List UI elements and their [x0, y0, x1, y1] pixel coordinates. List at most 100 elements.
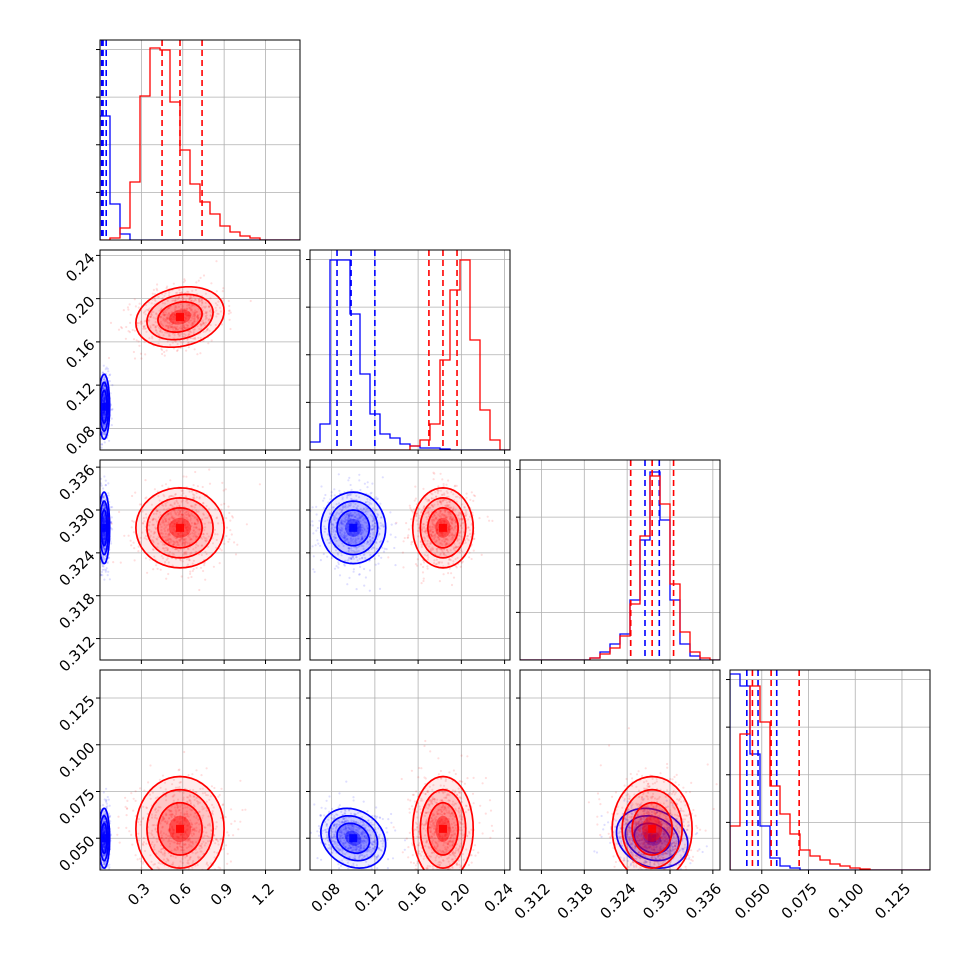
- scatter-point: [205, 537, 208, 540]
- scatter-point: [340, 521, 343, 525]
- scatter-point: [363, 528, 366, 532]
- scatter-point: [172, 518, 175, 521]
- scatter-point: [355, 547, 358, 550]
- scatter-point: [150, 302, 153, 305]
- scatter-point: [169, 315, 172, 318]
- scatter-point: [180, 327, 183, 330]
- scatter-point: [189, 525, 192, 528]
- scatter-point: [103, 826, 106, 829]
- scatter-point: [164, 319, 167, 322]
- scatter-point: [434, 522, 437, 526]
- scatter-point: [166, 529, 169, 532]
- scatter-point: [167, 512, 171, 515]
- scatter-point: [170, 318, 173, 321]
- scatter-point: [467, 539, 470, 542]
- scatter-point: [102, 517, 105, 520]
- scatter-point: [163, 354, 166, 357]
- scatter-point: [185, 298, 188, 302]
- scatter-point: [97, 422, 99, 424]
- scatter-point: [440, 501, 443, 504]
- scatter-point: [174, 511, 177, 514]
- scatter-point: [447, 526, 450, 529]
- scatter-point: [194, 288, 197, 292]
- scatter-point: [332, 518, 336, 521]
- scatter-point: [190, 313, 193, 317]
- scatter-point: [102, 399, 106, 402]
- scatter-point: [228, 318, 231, 321]
- scatter-point: [446, 504, 449, 507]
- scatter-point: [180, 291, 183, 294]
- scatter-point: [194, 337, 197, 340]
- scatter-point: [171, 341, 174, 344]
- scatter-point: [347, 522, 350, 525]
- scatter-point: [439, 548, 442, 551]
- scatter-point: [192, 529, 195, 532]
- scatter-point: [178, 332, 181, 335]
- scatter-point: [447, 511, 450, 514]
- scatter-point: [218, 547, 221, 551]
- scatter-point: [430, 533, 433, 536]
- scatter-point: [198, 300, 201, 303]
- scatter-point: [417, 529, 420, 533]
- scatter-point: [451, 508, 454, 511]
- scatter-point: [437, 561, 440, 564]
- scatter-point: [103, 396, 106, 399]
- scatter-point: [193, 523, 196, 526]
- scatter-point: [359, 538, 363, 542]
- scatter-point: [416, 558, 419, 561]
- scatter-point: [171, 543, 175, 546]
- scatter-point: [330, 523, 333, 526]
- scatter-point: [445, 504, 448, 507]
- scatter-point: [193, 515, 196, 518]
- scatter-point: [420, 545, 423, 549]
- scatter-point: [205, 504, 208, 508]
- scatter-point: [432, 471, 435, 474]
- scatter-point: [423, 531, 427, 534]
- scatter-point: [379, 502, 382, 505]
- scatter-point: [183, 541, 186, 545]
- scatter-point: [215, 260, 218, 263]
- scatter-point: [182, 539, 185, 542]
- scatter-point: [103, 515, 106, 518]
- scatter-point: [426, 511, 429, 514]
- scatter-point: [343, 534, 346, 537]
- scatter-point: [458, 538, 461, 541]
- scatter-point: [223, 542, 226, 546]
- scatter-point: [445, 537, 449, 541]
- scatter-point: [195, 535, 198, 538]
- scatter-point: [188, 330, 191, 333]
- scatter-point: [192, 568, 195, 571]
- scatter-point: [160, 315, 163, 318]
- scatter-point: [98, 855, 100, 857]
- scatter-point: [441, 539, 444, 542]
- scatter-point: [207, 342, 210, 345]
- scatter-point: [431, 525, 434, 528]
- scatter-point: [191, 289, 194, 292]
- scatter-point: [153, 531, 156, 535]
- scatter-point: [103, 521, 106, 524]
- scatter-point: [183, 525, 186, 528]
- scatter-point: [174, 558, 177, 561]
- scatter-point: [174, 298, 177, 301]
- scatter-point: [148, 521, 151, 524]
- scatter-point: [179, 531, 182, 535]
- scatter-point: [206, 516, 209, 520]
- scatter-point: [183, 320, 186, 323]
- scatter-point: [166, 547, 170, 550]
- scatter-point: [434, 517, 437, 520]
- scatter-point: [373, 557, 376, 560]
- scatter-point: [406, 536, 409, 540]
- scatter-point: [102, 522, 105, 525]
- scatter-point: [194, 299, 197, 302]
- scatter-point: [162, 520, 165, 523]
- scatter-point: [435, 532, 438, 535]
- scatter-point: [383, 547, 386, 550]
- scatter-point: [330, 557, 333, 560]
- scatter-point: [183, 326, 186, 329]
- scatter-point: [448, 567, 451, 570]
- scatter-point: [368, 569, 372, 572]
- scatter-point: [333, 494, 336, 497]
- scatter-point: [103, 842, 106, 846]
- scatter-point: [140, 323, 143, 326]
